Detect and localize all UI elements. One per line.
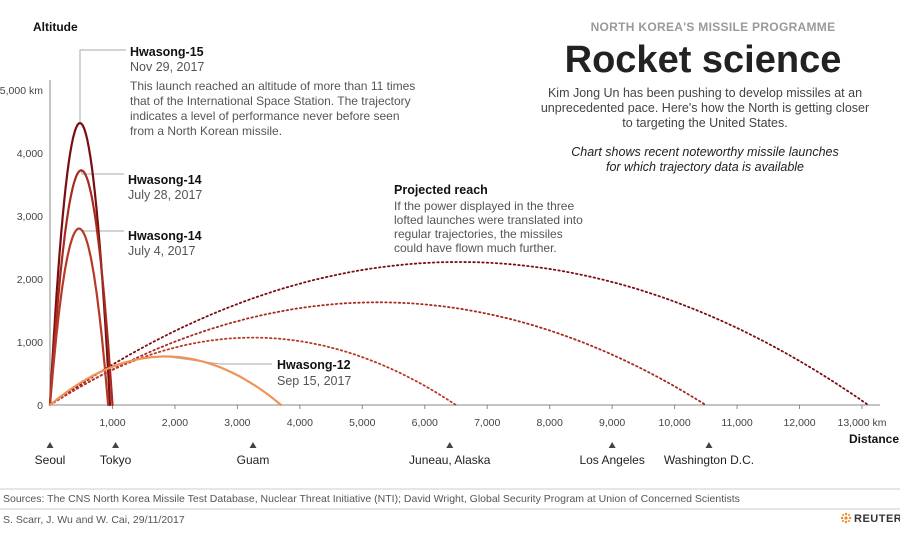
annotation-date: Sep 15, 2017 [277,374,351,388]
annotation-leader-line [165,356,272,365]
trajectory-line [48,169,114,407]
x-tick-label: 11,000 [721,417,752,429]
projected-trajectory-line [49,336,457,406]
city-marker-icon [608,442,616,448]
annotation-desc-line: If the power displayed in the three [394,199,574,213]
annotation-name: Hwasong-14 [128,229,202,243]
annotation-date: July 28, 2017 [128,188,202,202]
actual-trajectories [48,121,283,407]
city-markers: Seoul Tokyo Guam Juneau, Alaska Los Angeles W… [35,442,754,467]
annotation-date: July 4, 2017 [128,244,195,258]
city-label: Seoul [35,453,66,467]
x-tick-label: 4,000 [287,417,313,429]
annotation-leader-line [80,170,124,175]
annotation-desc-line: could have flown much further. [394,241,557,255]
projected-trajectories [49,261,870,406]
x-axis-title: Distance [849,432,899,446]
annotation-name: Hwasong-12 [277,358,351,372]
intro-line-1: Kim Jong Un has been pushing to develop … [548,86,862,100]
city-label: Los Angeles [579,453,644,467]
page-title: Rocket science [565,39,842,81]
trajectory-line [48,227,110,407]
x-tick-label: 7,000 [474,417,500,429]
y-tick-label: 1,000 [17,337,43,349]
note-line-1: Chart shows recent noteworthy missile la… [571,145,838,159]
y-tick-label: 3,000 [17,211,43,223]
annotation-desc-line: This launch reached an altitude of more … [130,79,415,93]
sources-text: Sources: The CNS North Korea Missile Tes… [3,493,740,505]
annotation-desc-line: that of the International Space Station.… [130,94,411,108]
city-marker-icon [46,442,54,448]
y-axis-title: Altitude [33,20,78,34]
city-marker-icon [249,442,257,448]
reuters-logo: REUTERS [840,512,900,525]
projected-trajectory-line [49,301,707,406]
annotation-projected-reach: Projected reach If the power displayed i… [394,183,583,255]
x-tick-label: 6,000 [412,417,438,429]
annotation-leader-line [79,49,126,124]
brand-text: REUTERS [854,513,900,525]
x-tick-label: 2,000 [162,417,188,429]
annotation-desc-line: lofted launches were translated into [394,213,583,227]
annotation-hwasong-12: Hwasong-12 Sep 15, 2017 [277,358,351,388]
annotation-hwasong-14-july4: Hwasong-14 July 4, 2017 [128,229,202,258]
kicker: NORTH KOREA'S MISSILE PROGRAMME [591,20,836,34]
city-marker-icon [112,442,120,448]
credit-text: S. Scarr, J. Wu and W. Cai, 29/11/2017 [3,514,185,526]
y-axis: 0 1,000 2,000 3,000 4,000 5,000 km [0,80,51,412]
city-label: Juneau, Alaska [409,453,491,467]
city-label: Tokyo [100,453,132,467]
reuters-dots-icon [840,512,852,524]
city-marker-icon [446,442,454,448]
y-tick-label: 2,000 [17,274,43,286]
x-tick-label: 8,000 [537,417,563,429]
y-tick-label: 0 [37,400,43,412]
annotation-name: Projected reach [394,183,488,197]
annotation-hwasong-14-july28: Hwasong-14 July 28, 2017 [128,173,202,202]
y-tick-label: 4,000 [17,148,43,160]
annotation-date: Nov 29, 2017 [130,60,204,74]
note-line-2: for which trajectory data is available [606,160,804,174]
annotation-desc-line: from a North Korean missile. [130,124,282,138]
city-marker-icon [705,442,713,448]
annotation-leader-line [78,228,124,232]
x-tick-label: 1,000 [99,417,125,429]
projected-trajectory-line [49,261,870,406]
intro-line-3: to targeting the United States. [622,116,787,130]
city-label: Washington D.C. [664,453,754,467]
intro-line-2: unprecedented pace. Here's how the North… [541,101,869,115]
x-tick-label: 5,000 [349,417,375,429]
x-tick-label: 12,000 [783,417,815,429]
annotation-name: Hwasong-14 [128,173,202,187]
x-axis: 1,000 2,000 3,000 4,000 5,000 6,000 7,000 8,000… [50,404,887,429]
annotation-name: Hwasong-15 [130,45,204,59]
y-tick-label: 5,000 km [0,85,43,97]
x-tick-label: 9,000 [599,417,625,429]
city-label: Guam [237,453,270,467]
annotation-desc-line: regular trajectories, the missiles [394,227,563,241]
annotation-leaders [78,49,272,365]
x-tick-label: 13,000 km [837,417,886,429]
annotation-hwasong-15: Hwasong-15 Nov 29, 2017 This launch reac… [130,45,415,138]
x-tick-label: 10,000 [659,417,691,429]
annotation-desc-line: indicates a level of performance never b… [130,109,400,123]
trajectory-line [48,355,283,407]
x-tick-label: 3,000 [224,417,250,429]
